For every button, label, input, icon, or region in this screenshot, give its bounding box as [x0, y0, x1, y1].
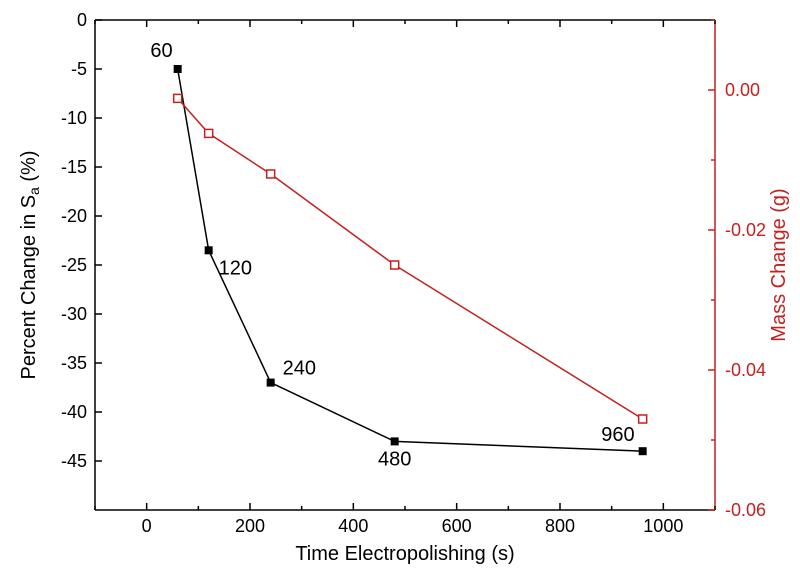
- x-tick-label: 1000: [643, 516, 683, 536]
- y-left-tick-label: -45: [61, 451, 87, 471]
- series1-marker: [639, 447, 647, 455]
- y-right-tick-label: -0.04: [725, 360, 766, 380]
- y-left-tick-label: -5: [71, 59, 87, 79]
- y-left-tick-label: -35: [61, 353, 87, 373]
- y-left-tick-label: -20: [61, 206, 87, 226]
- series2-marker: [639, 415, 647, 423]
- y-left-tick-label: -15: [61, 157, 87, 177]
- x-tick-label: 400: [338, 516, 368, 536]
- y-left-tick-label: 0: [77, 10, 87, 30]
- series1-point-label: 480: [378, 448, 411, 470]
- y-right-tick-label: 0.00: [725, 80, 760, 100]
- y-left-tick-label: -40: [61, 402, 87, 422]
- x-tick-label: 0: [142, 516, 152, 536]
- series2-marker: [267, 170, 275, 178]
- series1-point-label: 120: [219, 257, 252, 279]
- series1-marker: [391, 437, 399, 445]
- chart-svg: 0 200 400 600 800 1000 0 -5 -10 -15 -20 -25 -30 -35 -4…: [0, 0, 800, 585]
- x-axis-label: Time Electropolishing (s): [295, 543, 514, 565]
- y-right-axis-label: Mass Change (g): [768, 188, 790, 341]
- y-left-tick-label: -10: [61, 108, 87, 128]
- series1-marker: [267, 379, 275, 387]
- series1-marker: [205, 246, 213, 254]
- series1-point-label: 240: [283, 358, 316, 380]
- chart-container: 0 200 400 600 800 1000 0 -5 -10 -15 -20 -25 -30 -35 -4…: [0, 0, 800, 585]
- x-tick-label: 200: [235, 516, 265, 536]
- series1-marker: [174, 65, 182, 73]
- series1-point-label: 60: [150, 40, 172, 62]
- y-right-tick-label: -0.06: [725, 500, 766, 520]
- x-tick-label: 600: [442, 516, 472, 536]
- x-tick-label: 800: [545, 516, 575, 536]
- y-left-tick-label: -30: [61, 304, 87, 324]
- series2-marker: [391, 261, 399, 269]
- series2-marker: [174, 94, 182, 102]
- y-left-axis-label: Percent Change in Sa (%): [18, 150, 42, 379]
- series1-point-label: 960: [601, 424, 634, 446]
- y-left-tick-label: -25: [61, 255, 87, 275]
- series2-marker: [205, 129, 213, 137]
- y-right-tick-label: -0.02: [725, 220, 766, 240]
